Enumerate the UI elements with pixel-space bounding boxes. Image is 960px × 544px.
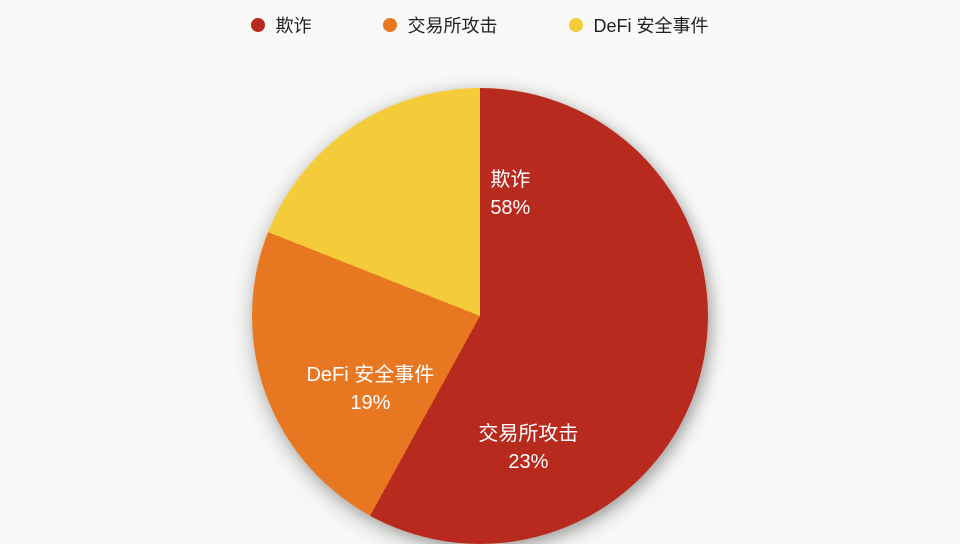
legend-label-fraud: 欺诈 (275, 12, 311, 38)
legend-swatch-defi (569, 18, 583, 32)
pie-chart: 欺诈58% 交易所攻击23% DeFi 安全事件19% (252, 88, 708, 544)
legend-swatch-exchange (383, 18, 397, 32)
slice-name-defi: DeFi 安全事件 (306, 361, 434, 389)
slice-name-exchange: 交易所攻击 (478, 420, 578, 448)
slice-label-defi: DeFi 安全事件19% (306, 361, 434, 417)
legend-item-exchange: 交易所攻击 (383, 12, 497, 38)
legend-item-defi: DeFi 安全事件 (569, 12, 708, 38)
legend-label-exchange: 交易所攻击 (407, 12, 497, 38)
legend-item-fraud: 欺诈 (251, 12, 311, 38)
slice-label-fraud: 欺诈58% (490, 166, 530, 222)
slice-label-exchange: 交易所攻击23% (478, 420, 578, 476)
slice-name-fraud: 欺诈 (490, 166, 530, 194)
slice-percent-defi: 19% (306, 389, 434, 417)
legend-swatch-fraud (251, 18, 265, 32)
legend-label-defi: DeFi 安全事件 (593, 12, 708, 38)
legend: 欺诈 交易所攻击 DeFi 安全事件 (0, 12, 960, 38)
slice-percent-fraud: 58% (490, 194, 530, 222)
slice-percent-exchange: 23% (478, 448, 578, 476)
